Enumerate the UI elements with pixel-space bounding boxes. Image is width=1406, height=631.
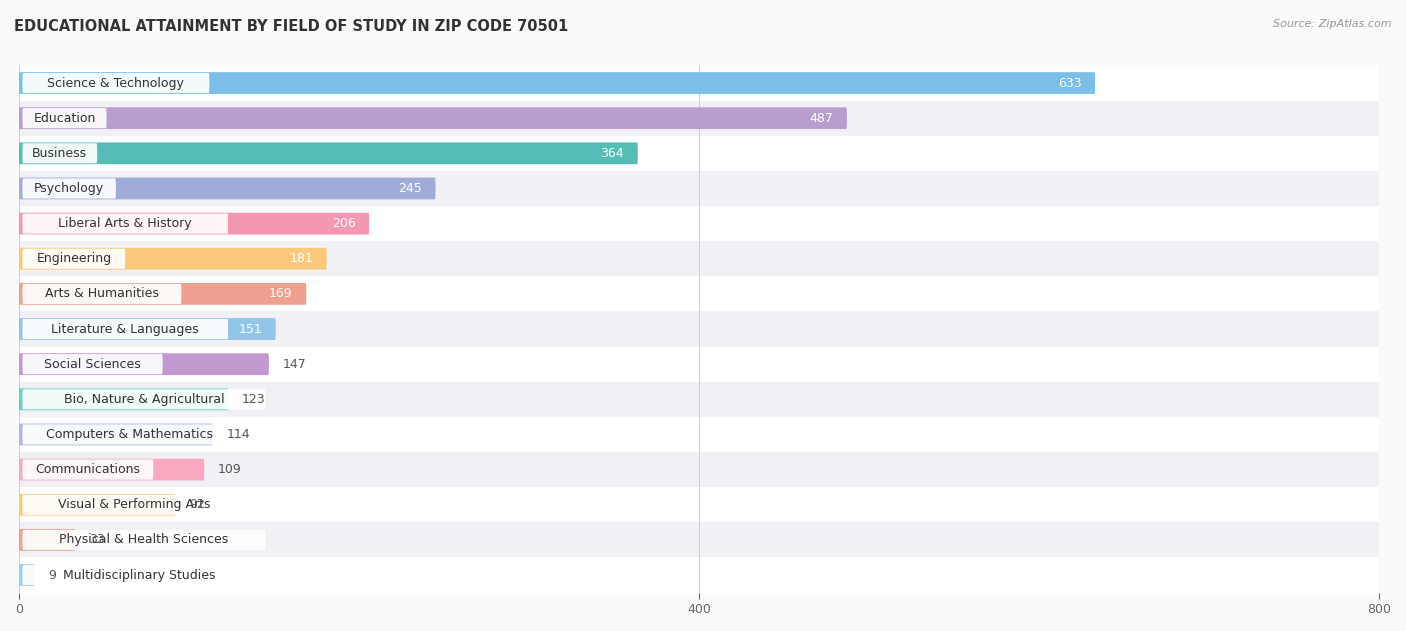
Text: 114: 114 (226, 428, 250, 441)
Text: Bio, Nature & Agricultural: Bio, Nature & Agricultural (63, 393, 225, 406)
Text: Visual & Performing Arts: Visual & Performing Arts (59, 498, 211, 511)
FancyBboxPatch shape (20, 423, 212, 445)
Text: Communications: Communications (35, 463, 141, 476)
FancyBboxPatch shape (22, 459, 153, 480)
Text: Education: Education (34, 112, 96, 125)
Text: Physical & Health Sciences: Physical & Health Sciences (59, 533, 229, 546)
Bar (20, 241, 1379, 276)
FancyBboxPatch shape (22, 73, 209, 93)
Text: 181: 181 (290, 252, 314, 265)
Text: Liberal Arts & History: Liberal Arts & History (59, 217, 193, 230)
Bar (20, 417, 1379, 452)
FancyBboxPatch shape (22, 108, 107, 128)
Text: 633: 633 (1057, 76, 1081, 90)
Bar (20, 276, 1379, 312)
Bar (20, 522, 1379, 557)
FancyBboxPatch shape (22, 495, 247, 515)
Bar (20, 382, 1379, 417)
Bar (20, 66, 1379, 100)
FancyBboxPatch shape (22, 354, 163, 374)
Text: 92: 92 (188, 498, 205, 511)
Text: Source: ZipAtlas.com: Source: ZipAtlas.com (1274, 19, 1392, 29)
FancyBboxPatch shape (20, 459, 204, 480)
Text: Engineering: Engineering (37, 252, 111, 265)
Bar (20, 346, 1379, 382)
Text: 245: 245 (398, 182, 422, 195)
Text: Computers & Mathematics: Computers & Mathematics (46, 428, 214, 441)
Text: EDUCATIONAL ATTAINMENT BY FIELD OF STUDY IN ZIP CODE 70501: EDUCATIONAL ATTAINMENT BY FIELD OF STUDY… (14, 19, 568, 34)
FancyBboxPatch shape (22, 319, 228, 339)
Text: Multidisciplinary Studies: Multidisciplinary Studies (63, 569, 215, 582)
FancyBboxPatch shape (22, 565, 256, 585)
Text: Science & Technology: Science & Technology (48, 76, 184, 90)
FancyBboxPatch shape (20, 318, 276, 340)
FancyBboxPatch shape (22, 213, 228, 233)
FancyBboxPatch shape (20, 177, 436, 199)
Text: 206: 206 (332, 217, 356, 230)
Text: Psychology: Psychology (34, 182, 104, 195)
Text: 151: 151 (239, 322, 262, 336)
FancyBboxPatch shape (20, 564, 34, 586)
FancyBboxPatch shape (22, 284, 181, 304)
Text: Social Sciences: Social Sciences (44, 358, 141, 370)
FancyBboxPatch shape (22, 249, 125, 269)
Text: 109: 109 (218, 463, 242, 476)
Text: Business: Business (32, 147, 87, 160)
Text: 169: 169 (269, 287, 292, 300)
Bar (20, 100, 1379, 136)
FancyBboxPatch shape (22, 389, 266, 410)
Text: 123: 123 (242, 393, 266, 406)
FancyBboxPatch shape (20, 389, 228, 410)
FancyBboxPatch shape (20, 529, 75, 551)
FancyBboxPatch shape (20, 494, 176, 516)
Text: Arts & Humanities: Arts & Humanities (45, 287, 159, 300)
Text: 147: 147 (283, 358, 307, 370)
Text: 364: 364 (600, 147, 624, 160)
Bar (20, 171, 1379, 206)
Text: 487: 487 (810, 112, 834, 125)
Bar (20, 312, 1379, 346)
FancyBboxPatch shape (20, 107, 846, 129)
Text: Literature & Languages: Literature & Languages (52, 322, 200, 336)
Bar (20, 136, 1379, 171)
FancyBboxPatch shape (20, 283, 307, 305)
Bar (20, 557, 1379, 593)
FancyBboxPatch shape (22, 143, 97, 163)
Text: 9: 9 (48, 569, 56, 582)
FancyBboxPatch shape (22, 179, 115, 199)
FancyBboxPatch shape (20, 213, 370, 235)
Bar (20, 487, 1379, 522)
Bar (20, 206, 1379, 241)
FancyBboxPatch shape (22, 425, 238, 444)
FancyBboxPatch shape (20, 72, 1095, 94)
FancyBboxPatch shape (20, 248, 326, 269)
FancyBboxPatch shape (20, 353, 269, 375)
FancyBboxPatch shape (22, 530, 266, 550)
Text: 33: 33 (89, 533, 104, 546)
FancyBboxPatch shape (20, 143, 638, 164)
Bar (20, 452, 1379, 487)
